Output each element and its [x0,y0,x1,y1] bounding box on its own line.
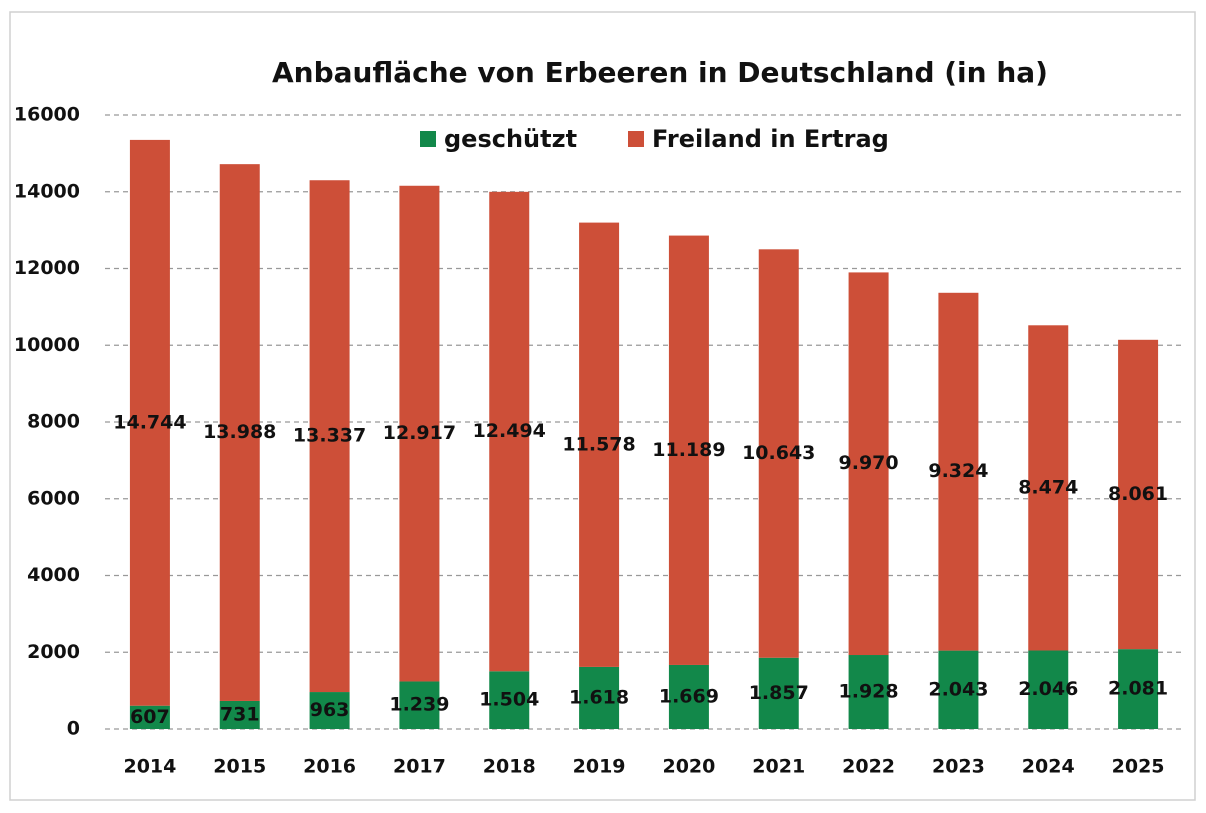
y-tick-label: 2000 [27,641,80,663]
data-label: 1.857 [749,682,809,704]
x-tick-label: 2020 [662,756,715,778]
data-label: 1.239 [389,694,449,716]
x-tick-label: 2019 [573,756,626,778]
bar-segment [758,249,799,658]
legend-label: geschützt [444,125,577,153]
bar-segment [219,700,260,729]
data-label: 13.988 [203,421,276,443]
x-tick-label: 2021 [752,756,805,778]
x-tick-label: 2023 [932,756,985,778]
x-tick-label: 2014 [123,756,176,778]
bar-segment [1028,650,1069,729]
bar-segment [1118,649,1159,729]
x-tick-label: 2016 [303,756,356,778]
data-label: 9.970 [839,452,899,474]
legend-swatch [420,131,436,147]
x-tick-label: 2025 [1112,756,1165,778]
bar-segment [309,180,350,693]
x-tick-label: 2024 [1022,756,1075,778]
x-tick-label: 2015 [213,756,266,778]
bar-segment [489,671,530,729]
y-tick-label: 14000 [14,180,80,202]
y-tick-label: 4000 [27,564,80,586]
x-tick-label: 2022 [842,756,895,778]
bar-segment [219,164,260,701]
bar-segment [848,272,889,656]
bar-segment [848,655,889,729]
data-label: 1.669 [659,685,719,707]
data-label: 1.504 [479,689,539,711]
x-tick-label: 2018 [483,756,536,778]
data-label: 13.337 [293,425,366,447]
data-label: 14.744 [113,411,186,433]
data-label: 12.917 [383,422,456,444]
data-label: 12.494 [473,420,546,442]
data-label: 11.578 [562,433,635,455]
bar-segment [579,222,620,667]
data-label: 963 [310,699,350,721]
data-label: 2.046 [1018,678,1078,700]
data-label: 1.618 [569,686,629,708]
x-tick-label: 2017 [393,756,446,778]
data-label: 10.643 [742,442,815,464]
y-tick-label: 12000 [14,257,80,279]
bar-segment [129,139,170,706]
y-tick-label: 16000 [14,104,80,126]
bar-segment [579,666,620,729]
bar-segment [1028,325,1069,651]
bar-segment [668,664,709,729]
data-label: 2.043 [928,678,988,700]
bar-segment [668,235,709,665]
bar-segment [399,185,440,682]
y-tick-label: 6000 [27,487,80,509]
data-label: 8.061 [1108,483,1168,505]
data-label: 9.324 [928,460,988,482]
data-label: 1.928 [839,681,899,703]
y-tick-label: 0 [67,718,80,740]
data-label: 8.474 [1018,476,1078,498]
data-label: 731 [220,703,260,725]
bar-segment [938,292,979,651]
bar-segment [489,191,530,672]
y-tick-label: 8000 [27,411,80,433]
y-tick-label: 10000 [14,334,80,356]
bar-segment [758,657,799,729]
bar-segment [399,681,440,729]
legend-label: Freiland in Ertrag [652,125,889,153]
data-label: 607 [130,706,170,728]
data-label: 2.081 [1108,678,1168,700]
bar-segment [309,692,350,729]
bar-segment [938,650,979,729]
bar-segment [129,705,170,729]
chart-title: Anbaufläche von Erbeeren in Deutschland … [272,56,1048,89]
data-label: 11.189 [652,439,725,461]
legend-swatch [628,131,644,147]
bar-segment [1118,339,1159,650]
